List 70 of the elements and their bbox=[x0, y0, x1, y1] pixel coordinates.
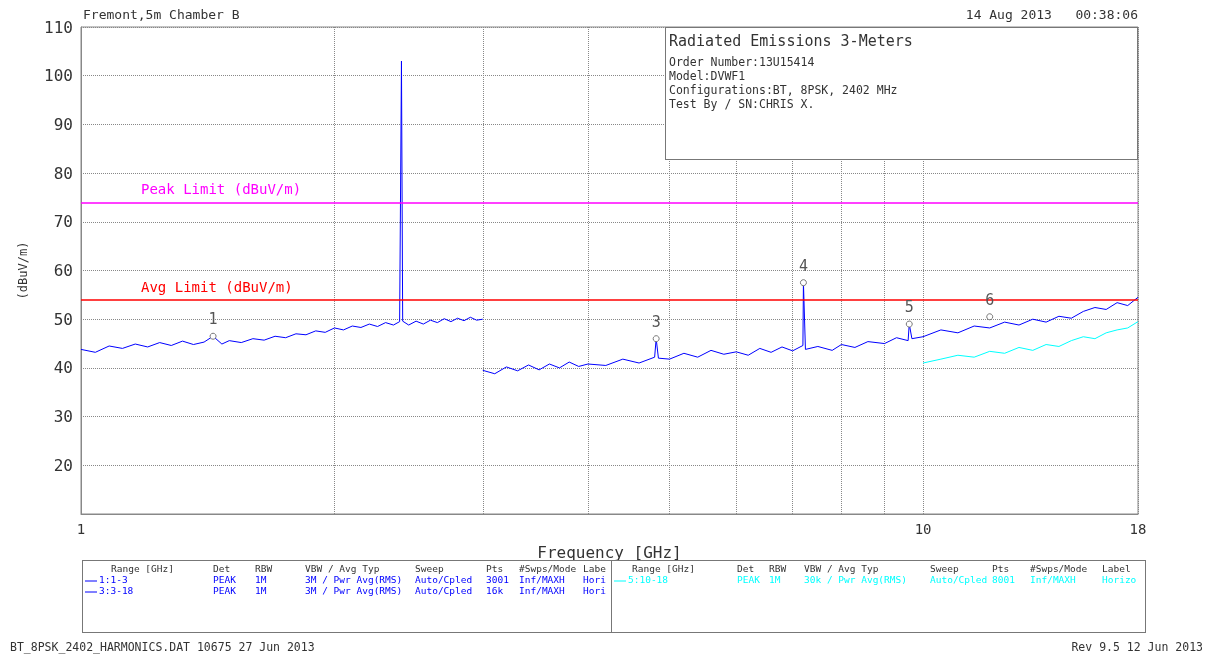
annotation: 3 bbox=[651, 312, 661, 331]
text: Hori bbox=[583, 574, 606, 585]
x-tick-label: 18 bbox=[1129, 521, 1147, 537]
chart-title: Radiated Emissions 3-Meters bbox=[669, 32, 914, 50]
text: Pts bbox=[486, 563, 504, 574]
text: 1M bbox=[769, 574, 781, 585]
y-tick-label: 70 bbox=[53, 212, 73, 232]
text: Range [GHz] bbox=[632, 563, 695, 574]
annotation: 5 bbox=[904, 298, 914, 317]
annotation: 1 bbox=[208, 310, 218, 329]
y-tick-label: 20 bbox=[53, 455, 73, 475]
y-axis-title: (dBuV/m) bbox=[16, 241, 30, 300]
text: Hori bbox=[583, 585, 606, 596]
text: Det bbox=[213, 563, 231, 574]
y-tick-label: 110 bbox=[44, 17, 73, 37]
text: Sweep bbox=[415, 563, 444, 574]
ref-line-label: Peak Limit (dBuV/m) bbox=[141, 181, 302, 198]
text: Inf/MAXH bbox=[519, 585, 565, 596]
x-axis-title: Frequency [GHz] bbox=[537, 542, 682, 562]
y-tick-label: 100 bbox=[44, 66, 73, 86]
text: 1M bbox=[255, 585, 267, 596]
text: Auto/Cpled bbox=[415, 585, 473, 596]
x-tick-label: 10 bbox=[914, 521, 932, 537]
annotation: 4 bbox=[798, 256, 808, 275]
text: Auto/Cpled bbox=[930, 574, 988, 585]
text: RBW bbox=[255, 563, 273, 574]
y-tick-label: 60 bbox=[53, 261, 73, 280]
y-tick-label: 80 bbox=[53, 163, 73, 183]
annotation: Order Number:13U15414 bbox=[669, 55, 816, 69]
legend-label: 1:1-3 bbox=[99, 574, 128, 585]
text: Rev 9.5 12 Jun 2013 bbox=[1071, 640, 1203, 654]
text: VBW / Avg Typ bbox=[305, 563, 380, 574]
y-tick-label: 50 bbox=[53, 309, 73, 329]
text: Label bbox=[1102, 563, 1131, 574]
annotation: Test By / SN:CHRIS X. bbox=[669, 97, 816, 111]
text: 1M bbox=[255, 574, 267, 585]
text: 3M / Pwr Avg(RMS) bbox=[305, 574, 403, 585]
text: Fremont,5m Chamber B bbox=[83, 7, 240, 22]
text: 8001 bbox=[992, 574, 1015, 585]
text: PEAK bbox=[737, 574, 760, 585]
text: PEAK bbox=[213, 574, 236, 585]
ref-line-label: Avg Limit (dBuV/m) bbox=[141, 278, 293, 295]
y-tick-label: 30 bbox=[53, 407, 73, 427]
x-tick-label: 1 bbox=[76, 521, 86, 537]
text: Det bbox=[737, 563, 755, 574]
legend-label: 5:10-18 bbox=[628, 574, 669, 585]
text: 3M / Pwr Avg(RMS) bbox=[305, 585, 403, 596]
y-tick-label: 90 bbox=[53, 114, 73, 134]
legend-label: 3:3-18 bbox=[99, 585, 134, 596]
text: 14 Aug 2013 00:38:06 bbox=[965, 7, 1138, 22]
text: 16k bbox=[486, 585, 504, 596]
text: #Swps/Mode bbox=[519, 563, 577, 574]
text: Range [GHz] bbox=[111, 563, 174, 574]
text: Pts bbox=[992, 563, 1010, 574]
text: Inf/MAXH bbox=[1030, 574, 1076, 585]
text: Inf/MAXH bbox=[519, 574, 565, 585]
text: Labe bbox=[583, 563, 606, 574]
annotation: Configurations:BT, 8PSK, 2402 MHz bbox=[669, 83, 899, 97]
text: Auto/Cpled bbox=[415, 574, 473, 585]
text: PEAK bbox=[213, 585, 236, 596]
annotation: Model:DVWF1 bbox=[669, 69, 747, 83]
text: BT_8PSK_2402_HARMONICS.DAT 10675 27 Jun 2013 bbox=[10, 640, 315, 654]
text: RBW bbox=[769, 563, 787, 574]
text: 30k / Pwr Avg(RMS) bbox=[804, 574, 907, 585]
y-tick-label: 40 bbox=[53, 358, 73, 378]
text: #Swps/Mode bbox=[1030, 563, 1088, 574]
text: 3001 bbox=[486, 574, 509, 585]
text: Sweep bbox=[930, 563, 959, 574]
text: Horizo bbox=[1102, 574, 1137, 585]
text: VBW / Avg Typ bbox=[804, 563, 879, 574]
